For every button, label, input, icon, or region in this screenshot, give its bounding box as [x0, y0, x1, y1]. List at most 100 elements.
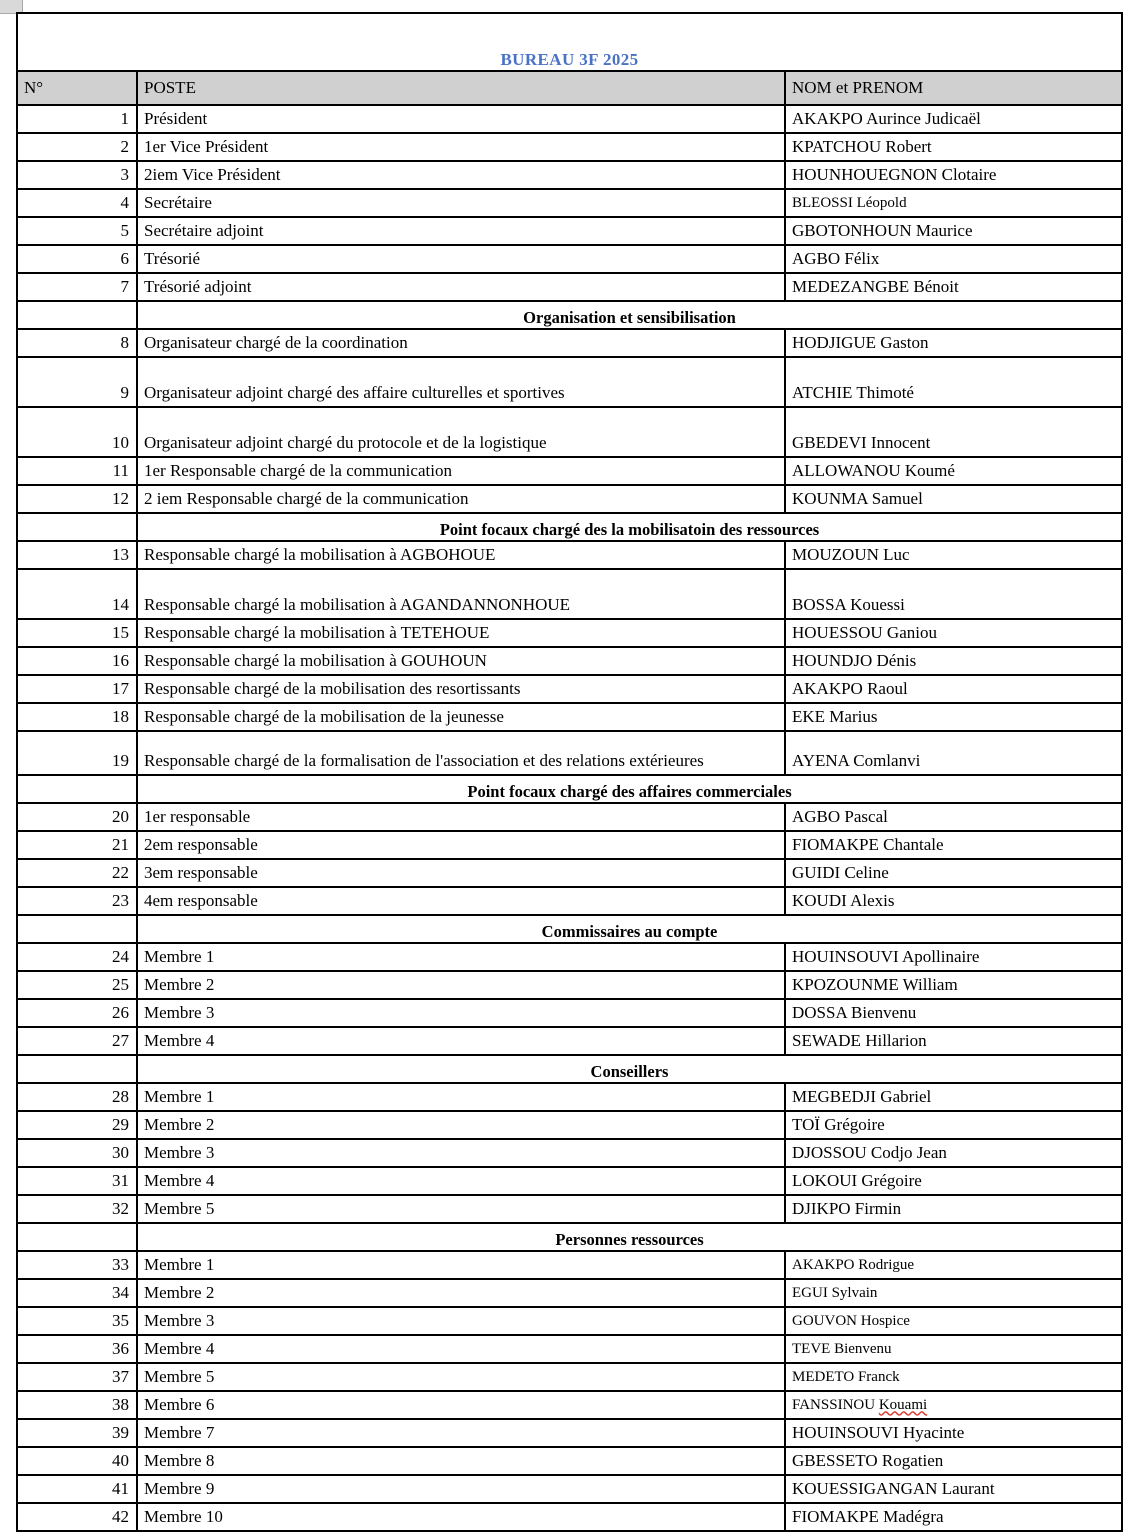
poste-label: 4em responsable: [144, 890, 258, 910]
table-row: 34 Membre 2 EGUI Sylvain: [16, 1278, 1124, 1308]
section-blank-num-cell: [16, 512, 138, 542]
table-row: 16 Responsable chargé la mobilisation à G…: [16, 646, 1124, 676]
poste-cell: Responsable chargé la mobilisation à GOU…: [136, 646, 786, 676]
nom-prenom-cell: AGBO Pascal: [783, 802, 1124, 832]
table-row: 5 Secrétaire adjoint GBOTONHOUN Maurice: [16, 216, 1124, 246]
table-row: 7 Trésorié adjoint MEDEZANGBE Bénoit: [16, 272, 1124, 302]
poste-label: Membre 10: [144, 1506, 223, 1526]
row-number: 42: [112, 1506, 129, 1526]
section-heading-label: Organisation et sensibilisation: [523, 308, 736, 327]
row-number-cell: 15: [16, 618, 138, 648]
row-number-cell: 32: [16, 1194, 138, 1224]
row-number: 39: [112, 1422, 129, 1442]
poste-cell: 4em responsable: [136, 886, 786, 916]
table-row: 37 Membre 5 MEDETO Franck: [16, 1362, 1124, 1392]
nom-prenom-label: TEVE Bienvenu: [792, 1341, 892, 1358]
section-heading-cell: Point focaux chargé des affaires commerc…: [135, 774, 1124, 804]
poste-cell: Responsable chargé la mobilisation à AGA…: [136, 568, 786, 620]
row-number: 24: [112, 946, 129, 966]
poste-cell: 2 iem Responsable chargé de la communica…: [136, 484, 786, 514]
row-number: 19: [112, 750, 129, 770]
nom-prenom-label: DJIKPO Firmin: [792, 1198, 902, 1218]
nom-prenom-label: GUIDI Celine: [792, 862, 889, 882]
nom-prenom-cell: GBOTONHOUN Maurice: [783, 216, 1124, 246]
row-number: 36: [112, 1338, 129, 1358]
poste-cell: Membre 5: [136, 1194, 786, 1224]
row-number: 25: [112, 974, 129, 994]
poste-label: 2 iem Responsable chargé de la communica…: [144, 488, 469, 508]
table-row: 26 Membre 3 DOSSA Bienvenu: [16, 998, 1124, 1028]
poste-label: Organisateur adjoint chargé des affaire …: [144, 382, 565, 402]
row-number: 26: [112, 1002, 129, 1022]
nom-prenom-label: MEDETO Franck: [792, 1369, 900, 1386]
section-blank-num-cell: [16, 914, 138, 944]
row-number-cell: 8: [16, 328, 138, 358]
row-number-cell: 1: [16, 104, 138, 134]
row-number-cell: 21: [16, 830, 138, 860]
row-number: 41: [112, 1478, 129, 1498]
row-number: 16: [112, 650, 129, 670]
poste-label: Responsable chargé la mobilisation à TET…: [144, 622, 490, 642]
poste-cell: Trésorié: [136, 244, 786, 274]
row-number-cell: 4: [16, 188, 138, 218]
nom-prenom-cell: HOUINSOUVI Apollinaire: [783, 942, 1124, 972]
row-number-cell: 5: [16, 216, 138, 246]
row-number: 21: [112, 834, 129, 854]
nom-prenom-cell: GBESSETO Rogatien: [783, 1446, 1124, 1476]
nom-prenom-cell: MEDETO Franck: [783, 1362, 1124, 1392]
poste-cell: 1er Responsable chargé de la communicati…: [136, 456, 786, 486]
poste-label: Membre 1: [144, 1254, 215, 1274]
section-blank-num-cell: [16, 1054, 138, 1084]
table-row: 24 Membre 1 HOUINSOUVI Apollinaire: [16, 942, 1124, 972]
table-row: 25 Membre 2 KPOZOUNME William: [16, 970, 1124, 1000]
table-row: 11 1er Responsable chargé de la communica…: [16, 456, 1124, 486]
poste-cell: Membre 1: [136, 1082, 786, 1112]
nom-prenom-cell: AYENA Comlanvi: [783, 730, 1124, 776]
poste-label: Organisateur adjoint chargé du protocole…: [144, 432, 547, 452]
nom-prenom-cell: TOÏ Grégoire: [783, 1110, 1124, 1140]
section-heading-row: Personnes ressources: [16, 1222, 1124, 1252]
row-number: 8: [120, 332, 130, 352]
section-heading-row: Organisation et sensibilisation: [16, 300, 1124, 330]
table-row: 17 Responsable chargé de la mobilisation …: [16, 674, 1124, 704]
row-number: 40: [112, 1450, 129, 1470]
nom-prenom-cell: AKAKPO Raoul: [783, 674, 1124, 704]
row-number: 33: [112, 1254, 129, 1274]
row-number: 38: [112, 1394, 129, 1414]
row-number-cell: 13: [16, 540, 138, 570]
nom-prenom-label: ATCHIE Thimoté: [792, 382, 914, 402]
poste-label: Membre 4: [144, 1030, 215, 1050]
row-number: 17: [112, 678, 129, 698]
table-row: 36 Membre 4 TEVE Bienvenu: [16, 1334, 1124, 1364]
nom-prenom-cell: AKAKPO Rodrigue: [783, 1250, 1124, 1280]
poste-cell: Organisateur adjoint chargé des affaire …: [136, 356, 786, 408]
section-heading-row: Point focaux chargé des la mobilisatoin …: [16, 512, 1124, 542]
row-number-cell: 41: [16, 1474, 138, 1504]
spellcheck-flagged-word: Kouami: [878, 1397, 928, 1414]
row-number-cell: 6: [16, 244, 138, 274]
row-number: 14: [112, 594, 129, 614]
table-row: 14 Responsable chargé la mobilisation à A…: [16, 568, 1124, 620]
table-row: 6 Trésorié AGBO Félix: [16, 244, 1124, 274]
poste-cell: Responsable chargé la mobilisation à TET…: [136, 618, 786, 648]
poste-cell: Président: [136, 104, 786, 134]
poste-cell: Membre 1: [136, 942, 786, 972]
nom-prenom-cell: HOUNHOUEGNON Clotaire: [783, 160, 1124, 190]
poste-cell: Membre 10: [136, 1502, 786, 1532]
nom-prenom-label: AGBO Félix: [792, 248, 880, 268]
column-header-poste: POSTE: [136, 70, 786, 106]
poste-cell: Membre 5: [136, 1362, 786, 1392]
nom-prenom-label: ALLOWANOU Koumé: [792, 460, 955, 480]
poste-label: 2iem Vice Président: [144, 164, 281, 184]
nom-prenom-cell: TEVE Bienvenu: [783, 1334, 1124, 1364]
nom-prenom-label: KPOZOUNME William: [792, 974, 958, 994]
nom-prenom-cell: AGBO Félix: [783, 244, 1124, 274]
row-number: 5: [120, 220, 130, 240]
poste-label: 1er responsable: [144, 806, 251, 826]
poste-label: Trésorié adjoint: [144, 276, 252, 296]
row-number: 20: [112, 806, 129, 826]
section-heading-label: Point focaux chargé des la mobilisatoin …: [439, 520, 820, 539]
poste-cell: Responsable chargé de la formalisation d…: [136, 730, 786, 776]
row-number: 13: [112, 544, 129, 564]
row-number-cell: 10: [16, 406, 138, 458]
